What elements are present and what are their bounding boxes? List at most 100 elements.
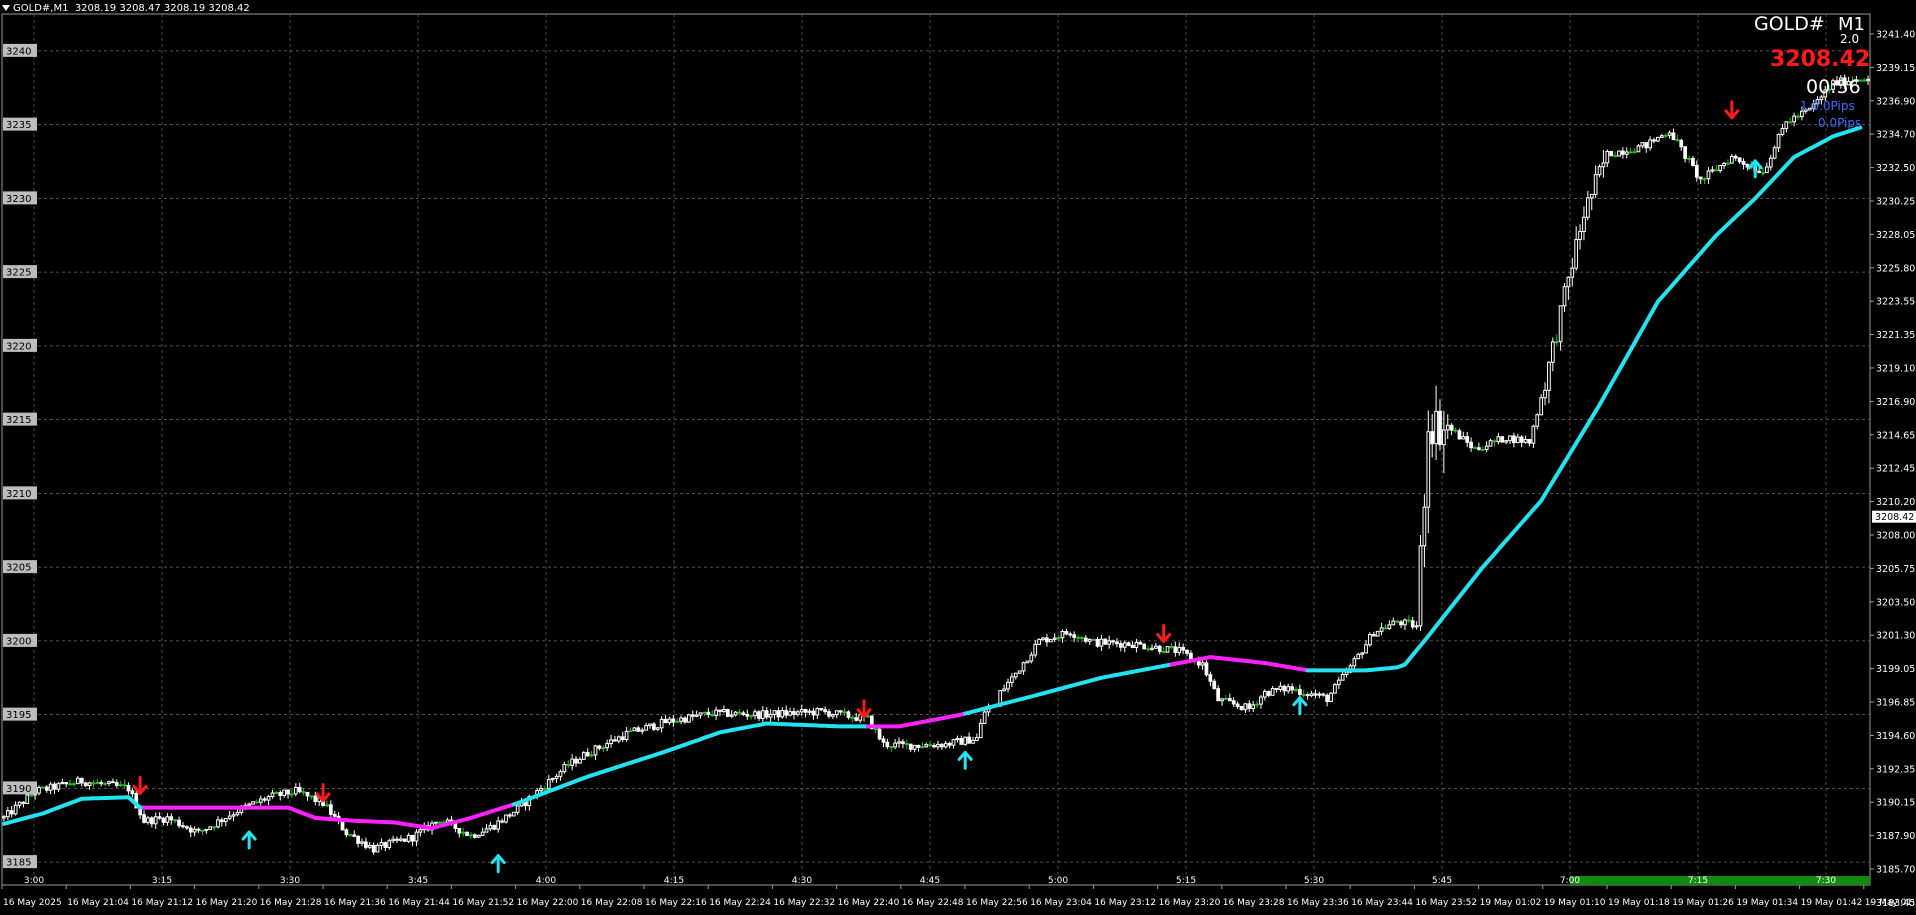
buy-arrow-icon [1292,696,1308,716]
candle-body [149,817,154,825]
time-axis-label: 16 May 22:56 [966,898,1028,908]
candle-body [9,810,14,815]
candle-body [1282,685,1287,692]
candle-body [1235,703,1240,707]
candle-body [161,817,166,823]
candle-body [1683,146,1688,159]
candle-body [893,742,897,748]
candle-body [1305,694,1310,697]
candle-body [414,831,419,842]
candle-body [975,737,979,741]
candle-body [1694,164,1699,178]
right-axis-label: 3219.10 [1876,364,1915,375]
right-axis-label: 3239.15 [1876,63,1915,74]
candle-body [266,796,271,801]
candle-body [1776,133,1781,149]
overlay-pips-2: 0.0Pips [1818,116,1862,130]
candle-body [710,714,715,717]
candle-body [1052,637,1057,640]
candle-body [1656,136,1660,142]
candle-body [578,758,582,764]
session-label: 3:45 [408,876,428,886]
candle-body [457,827,462,834]
candle-body [1368,634,1372,646]
candle-body [741,712,746,716]
left-price-box [3,855,37,869]
right-axis-label: 3196.85 [1876,698,1915,709]
session-label: 3:30 [280,876,300,886]
candle-body [1286,686,1291,692]
candle-body [1784,121,1789,130]
candle-body [192,828,197,833]
right-axis-label: 3185.70 [1876,865,1915,876]
candle-body [356,835,360,844]
left-price-box [3,560,37,574]
candle-body [1041,637,1045,640]
candle-body [1862,79,1867,82]
time-axis-label: 16 May 21:20 [196,898,258,908]
candle-body [496,820,501,830]
candle-body [1115,641,1119,645]
candle-body [1543,389,1547,399]
session-label: 5:45 [1432,876,1452,886]
candle-body [387,840,392,848]
candle-body [344,829,349,836]
candle-body [1177,646,1182,654]
sell-arrow-icon [132,775,148,795]
candle-body [21,801,26,804]
candle-body [1792,115,1796,123]
candle-body [391,838,395,842]
candle-body [1679,139,1684,148]
candle-body [305,791,310,797]
left-price-label: 3210 [6,489,31,500]
candle-body [352,834,357,837]
candle-body [702,711,707,714]
candle-body [1605,150,1610,164]
candle-body [1562,286,1567,307]
candle-body [173,819,178,822]
candle-body [1006,681,1010,690]
candle-body [776,710,781,718]
candle-body [1243,703,1248,711]
time-axis-label: 19 May 01:02 [1480,898,1542,908]
candle-body [803,709,808,713]
right-axis-label: 3228.05 [1876,230,1915,241]
right-axis-label: 3190.15 [1876,798,1915,809]
candle-body [1239,705,1244,711]
candle-body [1702,178,1707,181]
time-axis-label: 16 May 23:04 [1030,898,1092,908]
candle-body [231,814,236,817]
candle-body [1496,436,1501,443]
candle-body [609,739,613,745]
candle-body [1037,638,1041,645]
candle-body [2,816,6,819]
right-axis-label: 3221.35 [1876,330,1915,341]
candle-body [216,819,220,828]
candle-body [1336,679,1341,686]
candle-body [1698,176,1703,180]
candle-body [1819,96,1824,101]
candle-body [581,752,586,760]
candle-body [908,743,913,750]
candle-body [1722,162,1726,167]
session-label: 4:00 [536,876,556,886]
time-axis-label: 16 May 23:36 [1287,898,1349,908]
candle-body [1850,80,1855,83]
candle-body [402,838,407,842]
time-axis-label: 19 May 01:10 [1544,898,1606,908]
candle-body [1025,660,1030,664]
candle-body [749,715,754,718]
candle-body [1340,673,1345,681]
ohlc-values: 3208.19 3208.47 3208.19 3208.42 [74,3,250,14]
candle-body [282,789,287,796]
candle-body [947,742,952,746]
candle-body [1640,142,1645,147]
dropdown-triangle-icon[interactable] [2,5,10,11]
candle-body [1535,414,1540,427]
candle-body [64,782,69,785]
left-price-label: 3190 [6,784,31,795]
candle-body [885,741,890,748]
candle-body [418,829,423,833]
candle-body [1344,671,1349,675]
